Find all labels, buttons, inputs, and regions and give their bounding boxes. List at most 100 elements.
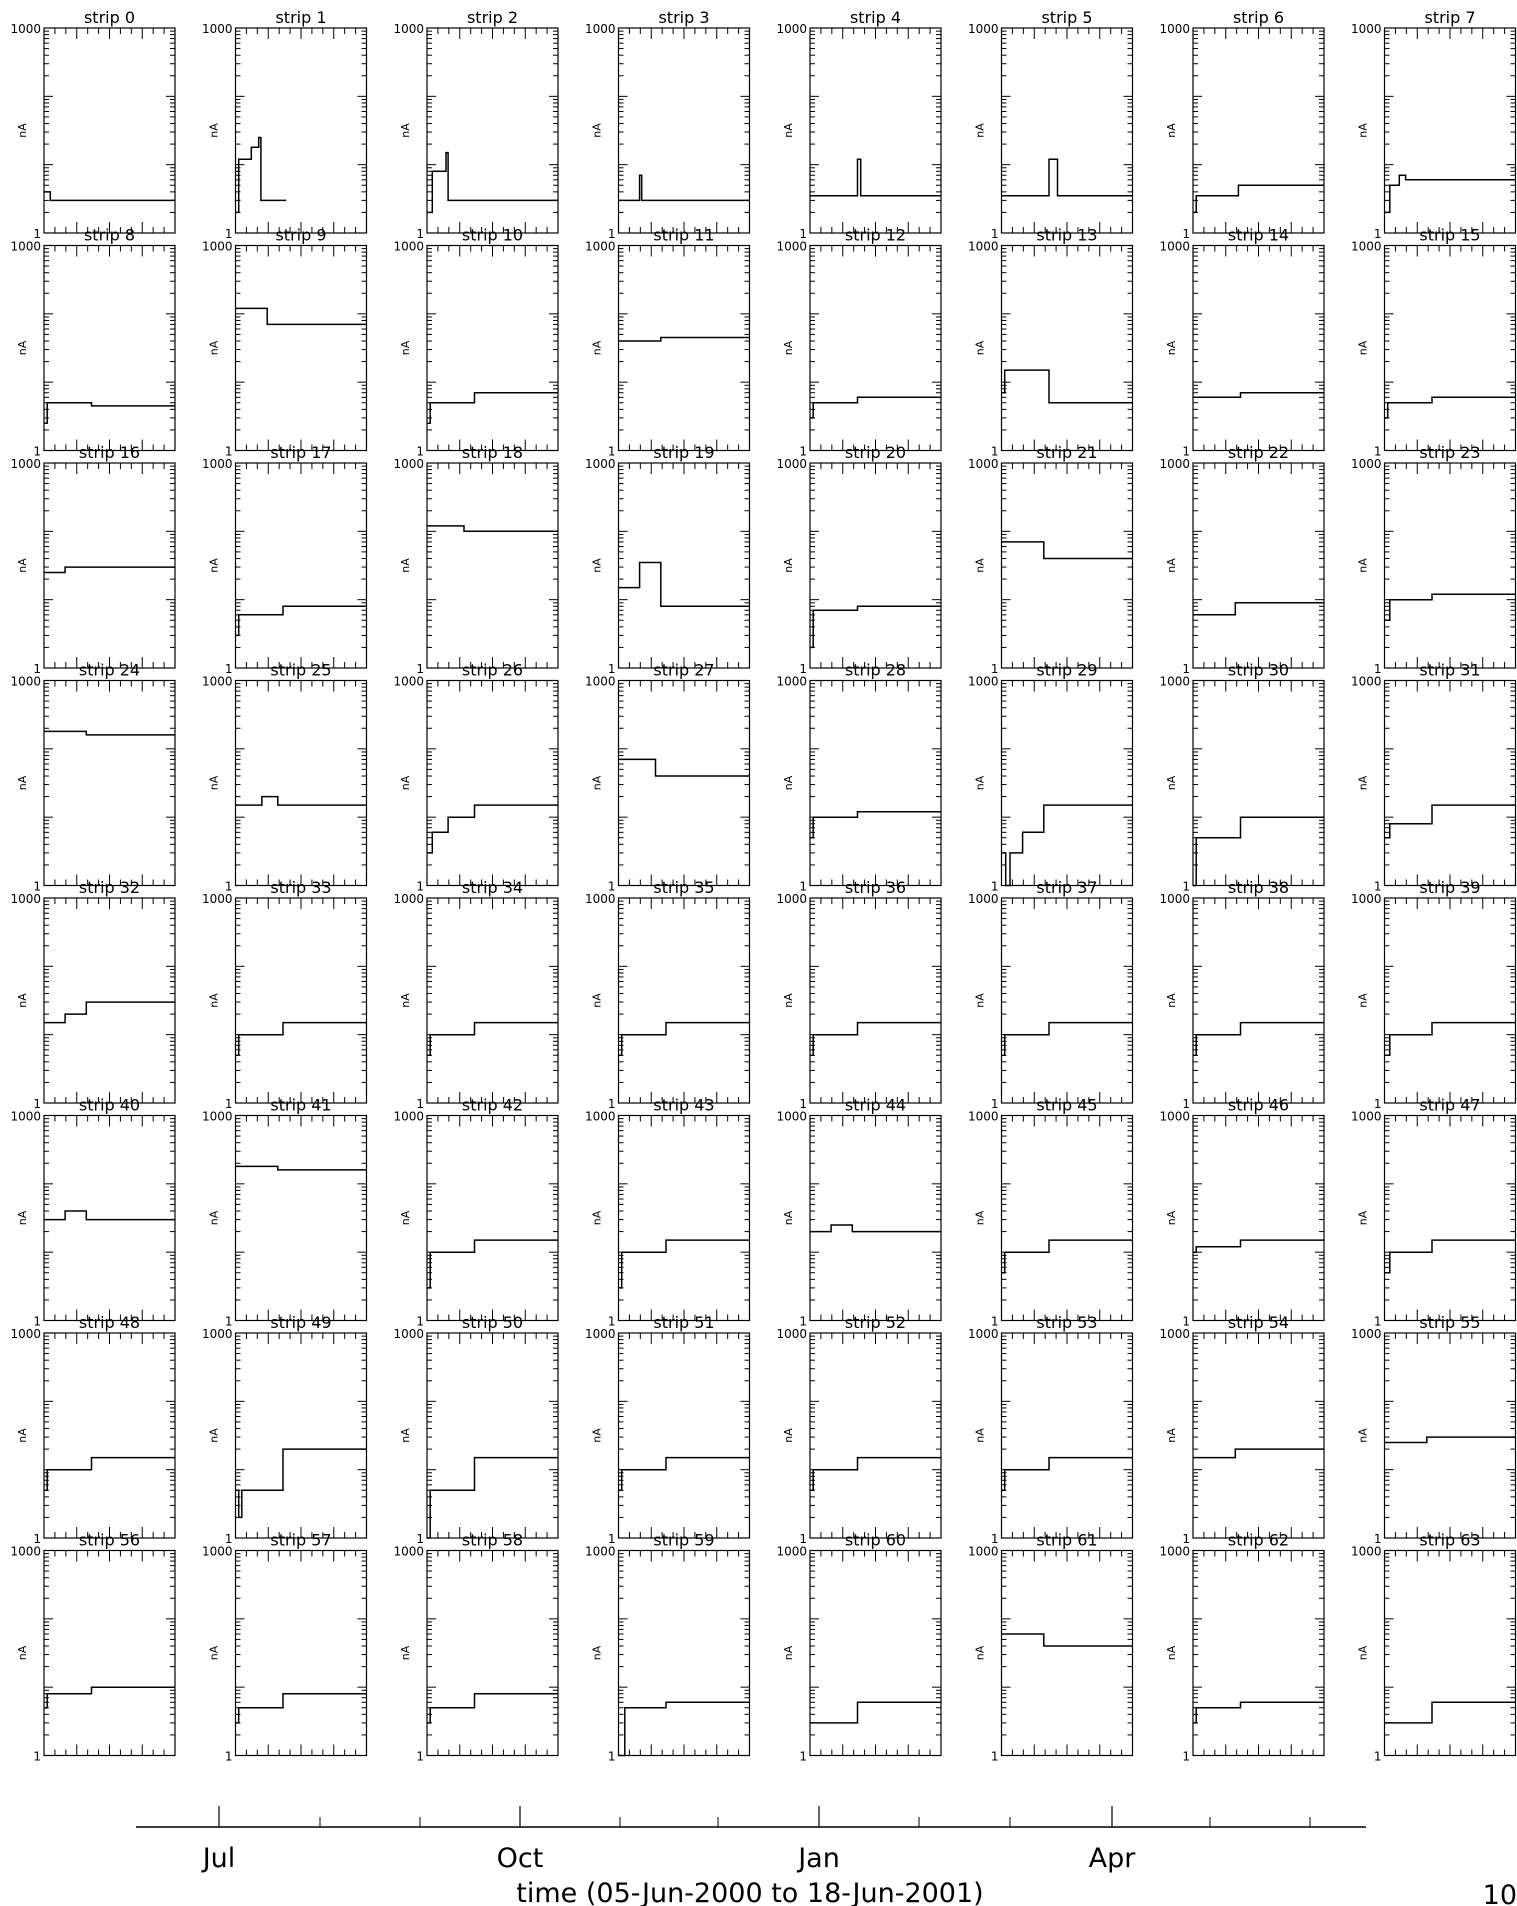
panel-frame (617, 1332, 751, 1539)
panel-frame (617, 897, 751, 1104)
strip-trace (427, 1021, 558, 1056)
strip-trace (44, 1210, 175, 1221)
y-axis-label: nA (1357, 775, 1370, 790)
strip-trace (427, 804, 558, 854)
y-tick-label: 1000 (776, 1110, 807, 1124)
strip-trace (427, 392, 558, 425)
y-axis-label: nA (1357, 340, 1370, 355)
y-axis-label: nA (974, 123, 987, 138)
y-axis-label: nA (591, 558, 604, 573)
strip-trace (1193, 392, 1324, 399)
panel-title: strip 14 (1228, 226, 1289, 245)
strip-trace (1193, 184, 1324, 214)
y-axis-label: nA (16, 1645, 29, 1660)
panel-frame (234, 462, 368, 669)
panel-title: strip 17 (270, 443, 331, 462)
y-tick-label: 1000 (393, 1545, 424, 1559)
y-tick-label: 1 (799, 1532, 807, 1546)
panel-title: strip 38 (1228, 878, 1289, 897)
y-tick-label: 1 (416, 662, 424, 676)
y-axis-label: nA (782, 1210, 795, 1225)
y-tick-label: 1 (1182, 445, 1190, 459)
strip-trace (618, 1701, 750, 1757)
y-tick-label: 1 (1182, 662, 1190, 676)
y-tick-label: 1000 (202, 1110, 233, 1124)
y-tick-label: 1000 (393, 457, 424, 471)
panel-title: strip 35 (653, 878, 714, 897)
panel-frame (809, 1114, 942, 1322)
panel-frame (1000, 1549, 1134, 1757)
panel-frame (617, 1114, 751, 1322)
panel-title: strip 48 (79, 1313, 140, 1332)
panel-frame (1192, 1332, 1325, 1539)
panel-frame (1192, 1114, 1325, 1322)
y-tick-label: 1000 (776, 1545, 807, 1559)
strip-trace (1001, 158, 1133, 197)
y-axis-label: nA (16, 1428, 29, 1443)
panel-title: strip 43 (653, 1096, 714, 1115)
y-tick-label: 1000 (1159, 22, 1190, 36)
y-tick-label: 1 (416, 445, 424, 459)
panel-title: strip 9 (275, 226, 326, 245)
y-tick-label: 1 (991, 662, 999, 676)
y-tick-label: 1 (1182, 227, 1190, 241)
y-tick-label: 1000 (1351, 892, 1382, 906)
y-axis-label: nA (591, 1428, 604, 1443)
panel-title: strip 44 (845, 1096, 906, 1115)
panel-title: strip 21 (1036, 443, 1097, 462)
y-axis-label: nA (974, 993, 987, 1008)
panel-frame (1192, 679, 1325, 887)
panel-frame (1000, 244, 1134, 452)
y-axis-label: nA (16, 340, 29, 355)
strip-trace (427, 1456, 558, 1539)
panel-frame (426, 1332, 559, 1539)
y-tick-label: 1 (416, 1532, 424, 1546)
y-tick-label: 1 (608, 1097, 616, 1111)
y-tick-label: 1000 (1351, 1327, 1382, 1341)
y-tick-label: 1000 (202, 1327, 233, 1341)
y-tick-label: 1 (991, 880, 999, 894)
y-tick-label: 1000 (776, 892, 807, 906)
panel-title: strip 50 (462, 1313, 523, 1332)
y-tick-label: 1000 (1351, 1110, 1382, 1124)
strip-trace (618, 174, 750, 202)
y-tick-label: 1 (1374, 1097, 1382, 1111)
panel-frame (1383, 462, 1517, 669)
strip-trace (618, 1239, 750, 1289)
y-tick-label: 1 (1182, 1532, 1190, 1546)
strip-trace (810, 1456, 941, 1491)
y-axis-label: nA (1165, 558, 1178, 573)
y-tick-label: 1 (608, 445, 616, 459)
panel-title: strip 12 (845, 226, 906, 245)
y-tick-label: 1000 (1159, 1327, 1190, 1341)
panel-title: strip 29 (1036, 661, 1097, 680)
panel-title: strip 24 (79, 661, 140, 680)
panel-title: strip 1 (275, 8, 326, 27)
y-tick-label: 1 (225, 227, 233, 241)
y-tick-label: 1 (33, 1532, 41, 1546)
y-tick-label: 1 (799, 1097, 807, 1111)
y-axis-label: nA (208, 340, 221, 355)
y-tick-label: 1 (225, 662, 233, 676)
y-tick-label: 1000 (585, 1545, 616, 1559)
y-axis-label: nA (782, 1645, 795, 1660)
y-tick-label: 1000 (968, 1327, 999, 1341)
